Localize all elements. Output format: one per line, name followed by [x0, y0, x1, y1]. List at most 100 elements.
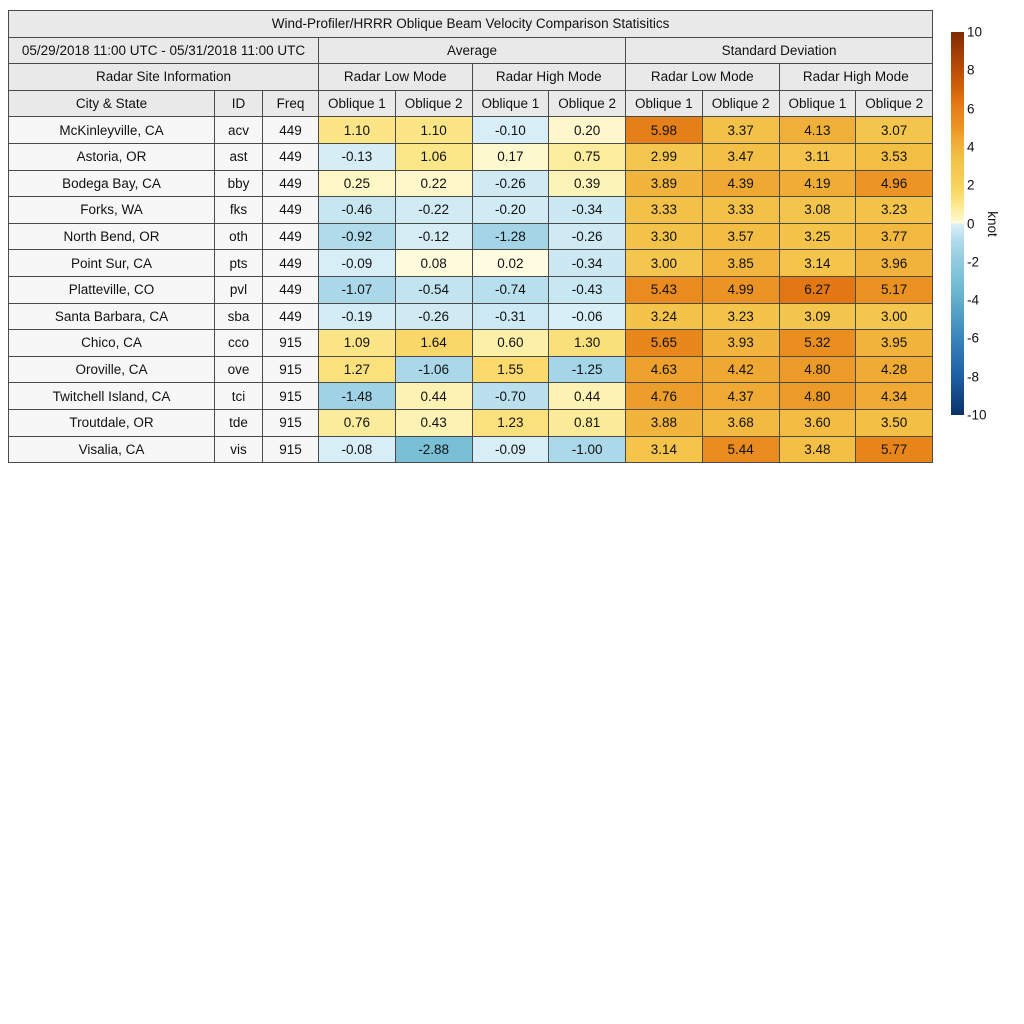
value-cell: -1.00: [548, 435, 626, 464]
col-header-oblique-1-3: Oblique 1: [318, 89, 396, 118]
value-cell: 3.96: [855, 249, 934, 277]
colorbar-tick-label: 2: [967, 177, 975, 193]
value-cell: 3.88: [625, 408, 703, 437]
city-cell: Troutdale, OR: [8, 408, 215, 437]
value-cell: -0.19: [318, 302, 396, 331]
value-cell: 4.37: [701, 382, 780, 410]
colorbar-tick-label: -6: [967, 330, 980, 346]
city-cell: Twitchell Island, CA: [8, 382, 215, 410]
value-cell: 3.14: [778, 249, 857, 277]
colorbar-gradient: [951, 32, 964, 415]
table-row: Chico, CA cco 915 1.09 1.64 0.60 1.30 5.65 3.93 5…: [8, 329, 934, 357]
value-cell: -0.20: [471, 196, 550, 224]
city-cell: Astoria, OR: [8, 142, 215, 171]
value-cell: 3.07: [855, 116, 934, 144]
title-row: Wind-Profiler/HRRR Oblique Beam Velocity…: [7, 10, 934, 38]
value-cell: -0.12: [394, 222, 473, 251]
city-cell: Point Sur, CA: [8, 249, 215, 277]
value-cell: -0.22: [394, 196, 473, 224]
freq-cell: 449: [262, 249, 319, 277]
date-range-label: 05/29/2018 11:00 UTC - 05/31/2018 11:00 …: [8, 36, 319, 65]
city-cell: McKinleyville, CA: [8, 116, 215, 144]
value-cell: 5.98: [625, 116, 703, 144]
value-cell: 3.24: [625, 302, 703, 331]
value-cell: 0.08: [394, 249, 473, 277]
group-header-average: Average: [318, 36, 626, 65]
value-cell: 1.23: [471, 408, 550, 437]
value-cell: 5.17: [855, 275, 934, 304]
table-row: Troutdale, OR tde 915 0.76 0.43 1.23 0.81 3.88 3…: [8, 408, 934, 437]
velocity-comparison-table: Wind-Profiler/HRRR Oblique Beam Velocity…: [7, 10, 934, 464]
value-cell: -0.26: [471, 169, 550, 198]
city-cell: North Bend, OR: [8, 222, 215, 251]
value-cell: 1.64: [394, 329, 473, 357]
table-row: Visalia, CA vis 915 -0.08 -2.88 -0.09 -1.00 3.1…: [8, 435, 934, 464]
value-cell: -0.31: [471, 302, 550, 331]
colorbar-unit-label: knot: [985, 211, 1000, 237]
value-cell: 4.39: [701, 169, 780, 198]
station-id-cell: sba: [214, 302, 263, 331]
group-header-row: 05/29/2018 11:00 UTC - 05/31/2018 11:00 …: [8, 36, 934, 65]
col-header-oblique-1-9: Oblique 1: [778, 89, 857, 118]
colorbar-tick-label: -4: [967, 292, 980, 308]
station-id-cell: oth: [214, 222, 263, 251]
value-cell: 3.09: [778, 302, 857, 331]
table-row: Twitchell Island, CA tci 915 -1.48 0.44 -0.70…: [8, 382, 934, 410]
col-header-oblique-1-5: Oblique 1: [471, 89, 550, 118]
city-cell: Santa Barbara, CA: [8, 302, 215, 331]
value-cell: 6.27: [778, 275, 857, 304]
value-cell: -0.74: [471, 275, 550, 304]
colorbar-tick-label: 10: [967, 24, 983, 40]
city-cell: Forks, WA: [8, 196, 215, 224]
value-cell: 0.81: [548, 408, 626, 437]
col-header-oblique-2-4: Oblique 2: [394, 89, 473, 118]
table-row: McKinleyville, CA acv 449 1.10 1.10 -0.10 0.20…: [8, 116, 934, 144]
value-cell: 4.76: [625, 382, 703, 410]
value-cell: 3.33: [625, 196, 703, 224]
colorbar-tick-label: 8: [967, 62, 975, 78]
station-id-cell: vis: [214, 435, 263, 464]
value-cell: 4.13: [778, 116, 857, 144]
value-cell: 0.43: [394, 408, 473, 437]
site-info-header: Radar Site Information: [8, 63, 319, 91]
value-cell: 3.68: [701, 408, 780, 437]
value-cell: -0.92: [318, 222, 396, 251]
value-cell: 5.43: [625, 275, 703, 304]
value-cell: 3.53: [855, 142, 934, 171]
value-cell: -0.09: [318, 249, 396, 277]
value-cell: -0.13: [318, 142, 396, 171]
value-cell: 0.60: [471, 329, 550, 357]
mode-header-avg-high: Radar High Mode: [471, 63, 626, 91]
value-cell: 3.93: [701, 329, 780, 357]
value-cell: 3.95: [855, 329, 934, 357]
colorbar-tick-label: 4: [967, 139, 975, 155]
value-cell: 0.39: [548, 169, 626, 198]
table-row: Astoria, OR ast 449 -0.13 1.06 0.17 0.75 2.99 3.…: [8, 142, 934, 171]
value-cell: 3.25: [778, 222, 857, 251]
value-cell: 0.17: [471, 142, 550, 171]
col-header-city-state-0: City & State: [8, 89, 215, 118]
value-cell: 0.44: [548, 382, 626, 410]
station-id-cell: tci: [214, 382, 263, 410]
colorbar-tick-label: -8: [967, 368, 980, 384]
station-id-cell: fks: [214, 196, 263, 224]
mode-header-row: Radar Site Information Radar Low Mode Ra…: [8, 63, 934, 91]
station-id-cell: ast: [214, 142, 263, 171]
value-cell: 3.23: [855, 196, 934, 224]
station-id-cell: cco: [214, 329, 263, 357]
value-cell: 3.77: [855, 222, 934, 251]
freq-cell: 449: [262, 275, 319, 304]
value-cell: 5.44: [701, 435, 780, 464]
colorbar-tick-label: 6: [967, 100, 975, 116]
freq-cell: 449: [262, 169, 319, 198]
value-cell: 4.99: [701, 275, 780, 304]
value-cell: 3.11: [778, 142, 857, 171]
value-cell: 5.65: [625, 329, 703, 357]
value-cell: -1.06: [394, 355, 473, 384]
value-cell: -1.07: [318, 275, 396, 304]
mode-header-std-high: Radar High Mode: [778, 63, 934, 91]
station-id-cell: bby: [214, 169, 263, 198]
value-cell: -0.46: [318, 196, 396, 224]
value-cell: -0.06: [548, 302, 626, 331]
